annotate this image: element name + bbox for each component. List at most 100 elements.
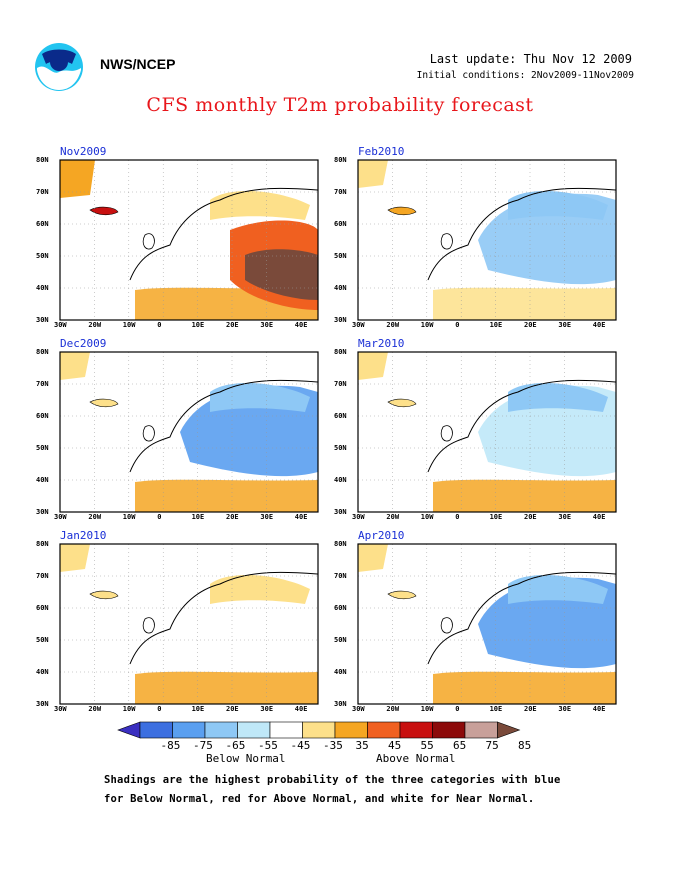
map-frame (357, 159, 617, 321)
lat-tick-label: 80N (334, 348, 347, 356)
lat-tick-label: 80N (36, 540, 49, 548)
lon-tick-label: 40E (592, 321, 606, 329)
lon-tick-label: 20W (88, 321, 102, 329)
lon-tick-label: 30W (352, 705, 365, 713)
legend-swatch (334, 721, 368, 739)
lat-tick-label: 70N (334, 188, 347, 196)
legend-tick-label: 75 (485, 739, 499, 752)
lon-tick-label: 20W (88, 705, 102, 713)
below-normal-label: Below Normal (206, 752, 286, 765)
lon-tick-label: 20E (226, 321, 239, 329)
lon-tick-label: 10E (489, 321, 503, 329)
page-title: CFS monthly T2m probability forecast (146, 94, 534, 116)
lat-tick-label: 80N (36, 348, 49, 356)
legend-tick-label: 45 (388, 739, 402, 752)
legend-swatch (172, 721, 206, 739)
footnote-line-2: for Below Normal, red for Above Normal, … (104, 793, 535, 805)
lon-tick-label: 10W (122, 705, 136, 713)
lon-tick-label: 30E (260, 705, 274, 713)
lon-tick-label: 10W (420, 513, 434, 521)
lon-tick-label: 0 (157, 513, 162, 521)
lon-tick-label: 0 (455, 321, 460, 329)
lon-tick-label: 10W (420, 321, 434, 329)
legend-swatch (464, 721, 498, 739)
panel-title: Mar2010 (358, 337, 405, 350)
legend-swatch (399, 721, 433, 739)
lat-tick-label: 70N (334, 572, 347, 580)
legend-swatch (204, 721, 238, 739)
lat-tick-label: 70N (36, 380, 49, 388)
lon-tick-label: 20W (386, 321, 400, 329)
agency-name: NWS/NCEP (100, 56, 176, 72)
lat-tick-label: 60N (334, 412, 347, 420)
last-update: Last update: Thu Nov 12 2009 (429, 52, 632, 66)
lon-tick-label: 40E (592, 705, 606, 713)
lat-tick-label: 80N (334, 540, 347, 548)
legend-tick-label: 35 (355, 739, 369, 752)
lat-tick-label: 30N (334, 700, 347, 708)
lat-tick-label: 40N (36, 476, 49, 484)
legend-tick-label: -75 (193, 739, 213, 752)
lon-tick-label: 40E (592, 513, 606, 521)
lat-tick-label: 50N (36, 636, 49, 644)
map-frame (59, 159, 319, 321)
noaa-logo (35, 43, 83, 91)
lat-tick-label: 40N (36, 668, 49, 676)
lon-tick-label: 30W (54, 513, 67, 521)
lat-tick-label: 50N (334, 444, 347, 452)
lon-tick-label: 30E (260, 321, 274, 329)
legend-swatch (269, 721, 303, 739)
lat-tick-label: 60N (334, 604, 347, 612)
lon-tick-label: 30W (352, 321, 365, 329)
legend-tick-label: -35 (323, 739, 343, 752)
lat-tick-label: 60N (36, 220, 49, 228)
map-frame (59, 351, 319, 513)
lon-tick-label: 0 (157, 321, 162, 329)
lon-tick-label: 30W (54, 705, 67, 713)
lat-tick-label: 30N (36, 700, 49, 708)
color-legend (117, 721, 521, 739)
panel-title: Apr2010 (358, 529, 405, 542)
lat-tick-label: 50N (36, 444, 49, 452)
lon-tick-label: 20E (226, 513, 239, 521)
panel-title: Dec2009 (60, 337, 107, 350)
lon-tick-label: 40E (294, 321, 308, 329)
lat-tick-label: 60N (36, 604, 49, 612)
lon-tick-label: 0 (455, 705, 460, 713)
legend-arrow-left (117, 721, 141, 739)
lon-tick-label: 10E (489, 513, 503, 521)
lon-tick-label: 10W (122, 321, 136, 329)
lon-tick-label: 20E (524, 705, 537, 713)
lon-tick-label: 10W (420, 705, 434, 713)
lat-tick-label: 70N (334, 380, 347, 388)
map-frame (357, 543, 617, 705)
lon-tick-label: 30E (260, 513, 274, 521)
lat-tick-label: 50N (36, 252, 49, 260)
lat-tick-label: 40N (334, 284, 347, 292)
legend-tick-label: 85 (518, 739, 532, 752)
lon-tick-label: 0 (455, 513, 460, 521)
footnote-line-1: Shadings are the highest probability of … (104, 774, 561, 786)
above-normal-label: Above Normal (376, 752, 456, 765)
map-frame (357, 351, 617, 513)
legend-tick-label: -85 (160, 739, 181, 752)
legend-swatch (367, 721, 401, 739)
lon-tick-label: 20W (88, 513, 102, 521)
initial-conditions: Initial conditions: 2Nov2009-11Nov2009 (416, 70, 634, 81)
legend-tick-label: -45 (290, 739, 311, 752)
lon-tick-label: 30E (558, 705, 572, 713)
legend-swatch (432, 721, 466, 739)
legend-tick-label: -55 (258, 739, 278, 752)
lon-tick-label: 20W (386, 705, 400, 713)
legend-tick-label: 55 (420, 739, 434, 752)
lon-tick-label: 30E (558, 321, 572, 329)
panel-title: Nov2009 (60, 145, 107, 158)
lat-tick-label: 40N (36, 284, 49, 292)
legend-arrow-right (497, 721, 521, 739)
lat-tick-label: 40N (334, 668, 347, 676)
legend-swatch (302, 721, 336, 739)
lon-tick-label: 40E (294, 705, 308, 713)
lon-tick-label: 10W (122, 513, 136, 521)
panel-title: Feb2010 (358, 145, 405, 158)
lon-tick-label: 10E (489, 705, 503, 713)
